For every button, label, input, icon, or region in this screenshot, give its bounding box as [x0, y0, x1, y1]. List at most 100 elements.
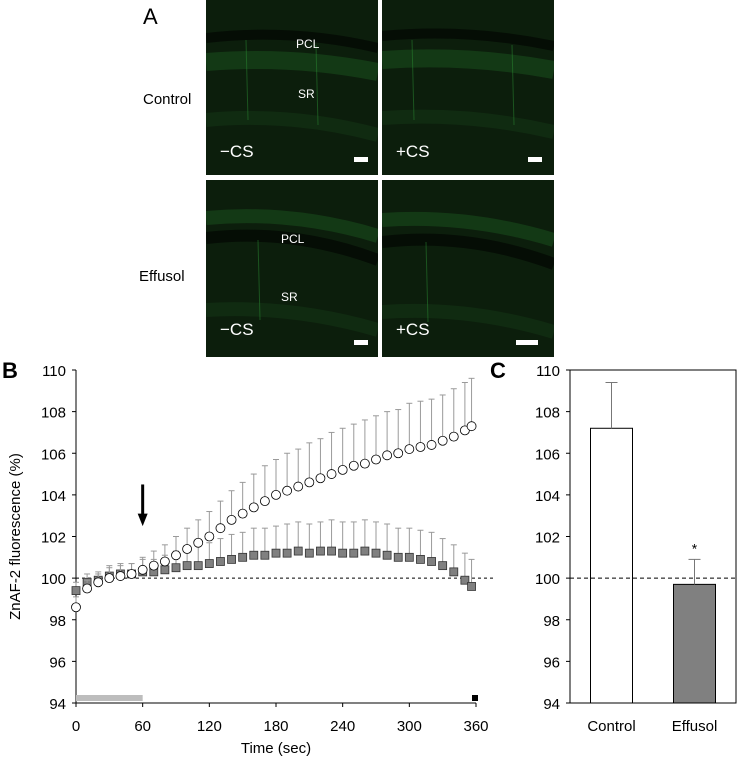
scale-bar — [354, 157, 368, 162]
tissue-texture — [206, 180, 378, 357]
label-sr: SR — [298, 87, 315, 101]
y-tick-label: 98 — [543, 613, 560, 630]
data-point-circle — [259, 496, 270, 507]
tissue-texture — [382, 180, 554, 357]
data-point-square — [193, 561, 203, 571]
data-point-circle — [393, 448, 404, 459]
data-point-square — [160, 565, 170, 575]
y-tick-label: 94 — [543, 696, 560, 713]
data-point-circle — [371, 454, 381, 465]
data-point-circle — [148, 560, 159, 571]
x-tick-label: 360 — [463, 718, 488, 735]
data-point-circle — [215, 523, 226, 534]
data-point-square — [393, 552, 403, 562]
y-tick-label: 98 — [49, 613, 66, 630]
data-point-square — [316, 546, 325, 556]
data-point-circle — [466, 421, 477, 432]
data-point-square — [427, 557, 436, 566]
x-tick-label: 180 — [263, 718, 288, 735]
bar — [590, 427, 633, 704]
data-point-circle — [204, 531, 215, 542]
data-point-circle — [226, 514, 237, 525]
data-point-circle — [237, 508, 248, 519]
data-point-square — [171, 563, 181, 573]
condition-label: −CS — [220, 320, 254, 339]
data-point-circle — [159, 556, 170, 567]
data-point-square — [338, 548, 348, 558]
data-point-circle — [271, 489, 281, 500]
data-point-square — [438, 561, 448, 571]
category-label: Effusol — [672, 718, 718, 735]
data-point-circle — [337, 465, 348, 475]
y-tick-label: 94 — [49, 696, 66, 713]
data-point-square — [216, 557, 225, 566]
arrow-head — [137, 513, 148, 527]
data-point-circle — [82, 583, 93, 594]
data-point-circle — [115, 571, 126, 581]
data-point-circle — [171, 550, 181, 561]
data-point-square — [382, 550, 392, 560]
panel-a-label: A — [143, 4, 158, 29]
y-tick-label: 102 — [41, 530, 66, 547]
data-point-circle — [182, 544, 193, 554]
chart-b-time-course: 94 96 98 100 102 104 106 108 110 0 60 120 180 240 300 3… — [7, 363, 494, 757]
y-tick-label: 102 — [535, 530, 560, 547]
bar — [673, 583, 716, 704]
x-tick-label: 0 — [72, 718, 80, 735]
y-tick-label: 106 — [41, 446, 66, 463]
row-label-effusol: Effusol — [139, 268, 185, 285]
data-point-square — [304, 548, 314, 558]
data-point-circle — [315, 473, 326, 484]
data-point-circle — [448, 431, 459, 442]
y-tick-label: 106 — [535, 446, 560, 463]
micrograph-effusol-plus-cs: +CS — [382, 180, 554, 357]
data-point-circle — [415, 442, 426, 452]
data-point-circle — [326, 469, 337, 479]
data-point-square — [416, 554, 425, 564]
y-tick-label: 96 — [543, 654, 560, 671]
x-tick-label: 120 — [197, 718, 222, 735]
condition-label: +CS — [396, 320, 430, 339]
end-marker — [472, 695, 478, 701]
data-point-square — [282, 548, 292, 558]
data-point-circle — [248, 502, 259, 513]
y-tick-label: 110 — [536, 363, 560, 380]
y-axis-label: ZnAF-2 fluorescence (%) — [7, 453, 24, 620]
data-point-square — [293, 546, 303, 556]
data-point-square — [238, 552, 248, 562]
y-tick-label: 110 — [42, 363, 66, 380]
row-label-control: Control — [143, 91, 192, 108]
data-point-circle — [137, 564, 148, 575]
y-tick-label: 96 — [49, 654, 66, 671]
data-point-square — [204, 559, 214, 568]
data-point-square — [449, 567, 459, 577]
panel-b-label: B — [2, 358, 18, 383]
data-point-square — [467, 582, 476, 591]
micrograph-control-minus-cs: PCL SR −CS — [206, 0, 378, 175]
chart-c-bar-summary: 94 96 98 100 102 104 106 108 110 Control Effusol * — [535, 363, 737, 735]
data-point-circle — [126, 569, 137, 579]
data-point-circle — [71, 602, 81, 613]
data-point-circle — [293, 481, 304, 492]
condition-label: +CS — [396, 142, 430, 161]
y-tick-label: 108 — [535, 405, 560, 422]
stimulus-bar — [76, 695, 143, 701]
data-point-square — [182, 561, 192, 571]
data-point-circle — [282, 485, 293, 496]
y-tick-label: 100 — [41, 571, 66, 588]
significance-marker: * — [692, 540, 698, 556]
data-point-square — [271, 548, 281, 558]
data-point-square — [260, 550, 270, 560]
data-point-circle — [93, 577, 104, 588]
y-tick-label: 108 — [41, 405, 66, 422]
data-point-square — [227, 554, 236, 564]
label-sr: SR — [281, 290, 298, 304]
tissue-texture — [382, 0, 554, 175]
data-point-circle — [404, 444, 415, 454]
data-point-circle — [193, 537, 204, 548]
data-point-square — [404, 552, 414, 562]
data-point-circle — [104, 573, 115, 584]
y-tick-label: 104 — [535, 488, 560, 505]
data-point-circle — [359, 458, 370, 469]
x-axis-label: Time (sec) — [241, 740, 311, 757]
